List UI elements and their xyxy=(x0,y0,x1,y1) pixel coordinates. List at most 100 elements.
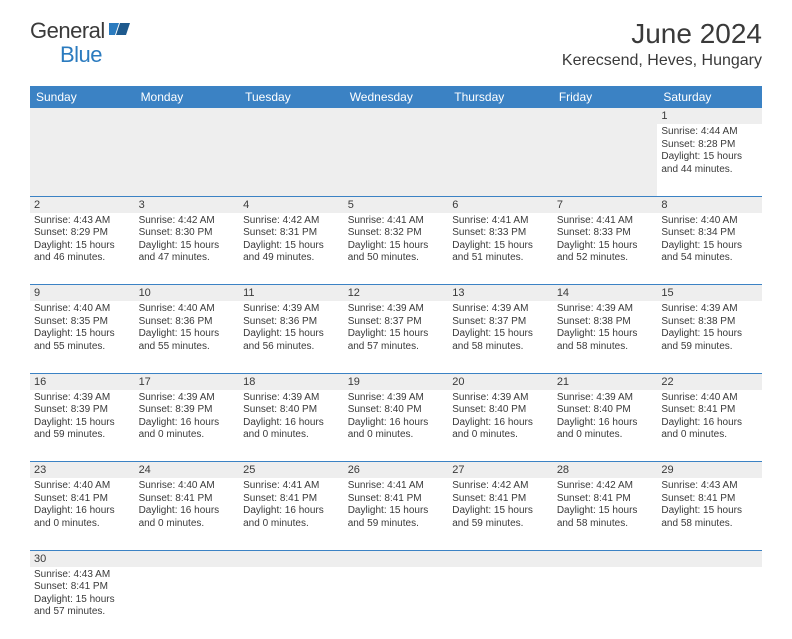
sunset-text: Sunset: 8:38 PM xyxy=(557,316,654,329)
daylight-text: Daylight: 15 hours and 51 minutes. xyxy=(452,240,549,265)
sunset-text: Sunset: 8:29 PM xyxy=(34,227,131,240)
sunrise-text: Sunrise: 4:43 AM xyxy=(34,215,131,228)
dow-sunday: Sunday xyxy=(30,86,135,108)
sunrise-text: Sunrise: 4:41 AM xyxy=(348,215,445,228)
day-cell: Sunrise: 4:39 AMSunset: 8:40 PMDaylight:… xyxy=(448,390,553,462)
day-content: Sunrise: 4:39 AMSunset: 8:40 PMDaylight:… xyxy=(348,392,445,442)
sunset-text: Sunset: 8:41 PM xyxy=(139,493,236,506)
daylight-text: Daylight: 15 hours and 59 minutes. xyxy=(34,417,131,442)
sunset-text: Sunset: 8:41 PM xyxy=(34,493,131,506)
day-cell: Sunrise: 4:40 AMSunset: 8:36 PMDaylight:… xyxy=(135,301,240,373)
sunset-text: Sunset: 8:33 PM xyxy=(452,227,549,240)
day-cell xyxy=(135,124,240,196)
day-content: Sunrise: 4:41 AMSunset: 8:32 PMDaylight:… xyxy=(348,215,445,265)
dow-saturday: Saturday xyxy=(657,86,762,108)
day-number-row: 30 xyxy=(30,550,762,567)
sunset-text: Sunset: 8:40 PM xyxy=(348,404,445,417)
day-number: 17 xyxy=(135,373,240,390)
sunset-text: Sunset: 8:37 PM xyxy=(452,316,549,329)
day-content: Sunrise: 4:40 AMSunset: 8:41 PMDaylight:… xyxy=(139,480,236,530)
day-cell xyxy=(239,567,344,639)
sunrise-text: Sunrise: 4:39 AM xyxy=(557,392,654,405)
day-cell: Sunrise: 4:39 AMSunset: 8:38 PMDaylight:… xyxy=(553,301,658,373)
calendar-header-row: Sunday Monday Tuesday Wednesday Thursday… xyxy=(30,86,762,108)
day-number: 6 xyxy=(448,196,553,213)
sunset-text: Sunset: 8:35 PM xyxy=(34,316,131,329)
sunset-text: Sunset: 8:31 PM xyxy=(243,227,340,240)
day-content: Sunrise: 4:42 AMSunset: 8:41 PMDaylight:… xyxy=(452,480,549,530)
day-number: 14 xyxy=(553,285,658,302)
day-cell xyxy=(239,124,344,196)
day-number: 7 xyxy=(553,196,658,213)
day-cell: Sunrise: 4:39 AMSunset: 8:40 PMDaylight:… xyxy=(553,390,658,462)
day-content: Sunrise: 4:40 AMSunset: 8:41 PMDaylight:… xyxy=(661,392,758,442)
day-number-row: 2345678 xyxy=(30,196,762,213)
daylight-text: Daylight: 16 hours and 0 minutes. xyxy=(139,417,236,442)
sunrise-text: Sunrise: 4:40 AM xyxy=(34,303,131,316)
day-content-row: Sunrise: 4:40 AMSunset: 8:35 PMDaylight:… xyxy=(30,301,762,373)
daylight-text: Daylight: 15 hours and 49 minutes. xyxy=(243,240,340,265)
daylight-text: Daylight: 15 hours and 59 minutes. xyxy=(348,505,445,530)
day-number: 2 xyxy=(30,196,135,213)
sunset-text: Sunset: 8:40 PM xyxy=(557,404,654,417)
daylight-text: Daylight: 15 hours and 58 minutes. xyxy=(661,505,758,530)
day-number: 24 xyxy=(135,462,240,479)
logo-text-general: General xyxy=(30,18,105,44)
sunrise-text: Sunrise: 4:43 AM xyxy=(661,480,758,493)
sunset-text: Sunset: 8:30 PM xyxy=(139,227,236,240)
day-content: Sunrise: 4:44 AMSunset: 8:28 PMDaylight:… xyxy=(661,126,758,176)
day-content: Sunrise: 4:39 AMSunset: 8:36 PMDaylight:… xyxy=(243,303,340,353)
daylight-text: Daylight: 15 hours and 59 minutes. xyxy=(452,505,549,530)
sunrise-text: Sunrise: 4:39 AM xyxy=(557,303,654,316)
daylight-text: Daylight: 16 hours and 0 minutes. xyxy=(243,505,340,530)
day-cell: Sunrise: 4:44 AMSunset: 8:28 PMDaylight:… xyxy=(657,124,762,196)
day-number: 23 xyxy=(30,462,135,479)
day-content: Sunrise: 4:40 AMSunset: 8:41 PMDaylight:… xyxy=(34,480,131,530)
daylight-text: Daylight: 15 hours and 47 minutes. xyxy=(139,240,236,265)
sunset-text: Sunset: 8:41 PM xyxy=(661,493,758,506)
logo-blue-wrap: Blue xyxy=(60,42,102,68)
daylight-text: Daylight: 16 hours and 0 minutes. xyxy=(661,417,758,442)
day-content: Sunrise: 4:39 AMSunset: 8:37 PMDaylight:… xyxy=(452,303,549,353)
sunrise-text: Sunrise: 4:40 AM xyxy=(139,303,236,316)
day-cell: Sunrise: 4:39 AMSunset: 8:40 PMDaylight:… xyxy=(344,390,449,462)
sunset-text: Sunset: 8:41 PM xyxy=(661,404,758,417)
sunset-text: Sunset: 8:36 PM xyxy=(243,316,340,329)
day-number: 12 xyxy=(344,285,449,302)
daylight-text: Daylight: 15 hours and 57 minutes. xyxy=(34,594,131,619)
day-cell: Sunrise: 4:39 AMSunset: 8:37 PMDaylight:… xyxy=(448,301,553,373)
daylight-text: Daylight: 16 hours and 0 minutes. xyxy=(243,417,340,442)
sunrise-text: Sunrise: 4:43 AM xyxy=(34,569,131,582)
header: General June 2024 Kerecsend, Heves, Hung… xyxy=(0,0,792,78)
day-number xyxy=(135,550,240,567)
day-number: 11 xyxy=(239,285,344,302)
day-content: Sunrise: 4:41 AMSunset: 8:33 PMDaylight:… xyxy=(557,215,654,265)
day-number xyxy=(30,108,135,124)
day-content: Sunrise: 4:40 AMSunset: 8:35 PMDaylight:… xyxy=(34,303,131,353)
day-cell: Sunrise: 4:40 AMSunset: 8:35 PMDaylight:… xyxy=(30,301,135,373)
sunset-text: Sunset: 8:34 PM xyxy=(661,227,758,240)
day-content: Sunrise: 4:39 AMSunset: 8:40 PMDaylight:… xyxy=(243,392,340,442)
day-content: Sunrise: 4:39 AMSunset: 8:39 PMDaylight:… xyxy=(34,392,131,442)
day-number-row: 16171819202122 xyxy=(30,373,762,390)
flag-icon xyxy=(109,21,131,42)
day-number xyxy=(344,108,449,124)
day-number-row: 23242526272829 xyxy=(30,462,762,479)
day-number xyxy=(344,550,449,567)
daylight-text: Daylight: 15 hours and 55 minutes. xyxy=(139,328,236,353)
day-cell: Sunrise: 4:40 AMSunset: 8:41 PMDaylight:… xyxy=(135,478,240,550)
day-number xyxy=(553,550,658,567)
day-content: Sunrise: 4:41 AMSunset: 8:41 PMDaylight:… xyxy=(348,480,445,530)
day-cell: Sunrise: 4:43 AMSunset: 8:29 PMDaylight:… xyxy=(30,213,135,285)
day-content: Sunrise: 4:39 AMSunset: 8:40 PMDaylight:… xyxy=(557,392,654,442)
day-content: Sunrise: 4:41 AMSunset: 8:33 PMDaylight:… xyxy=(452,215,549,265)
day-content-row: Sunrise: 4:43 AMSunset: 8:41 PMDaylight:… xyxy=(30,567,762,639)
daylight-text: Daylight: 15 hours and 58 minutes. xyxy=(452,328,549,353)
calendar-table: Sunday Monday Tuesday Wednesday Thursday… xyxy=(30,86,762,639)
day-number: 30 xyxy=(30,550,135,567)
day-cell: Sunrise: 4:41 AMSunset: 8:33 PMDaylight:… xyxy=(448,213,553,285)
day-number: 5 xyxy=(344,196,449,213)
sunset-text: Sunset: 8:36 PM xyxy=(139,316,236,329)
day-content: Sunrise: 4:42 AMSunset: 8:41 PMDaylight:… xyxy=(557,480,654,530)
day-cell: Sunrise: 4:41 AMSunset: 8:41 PMDaylight:… xyxy=(344,478,449,550)
